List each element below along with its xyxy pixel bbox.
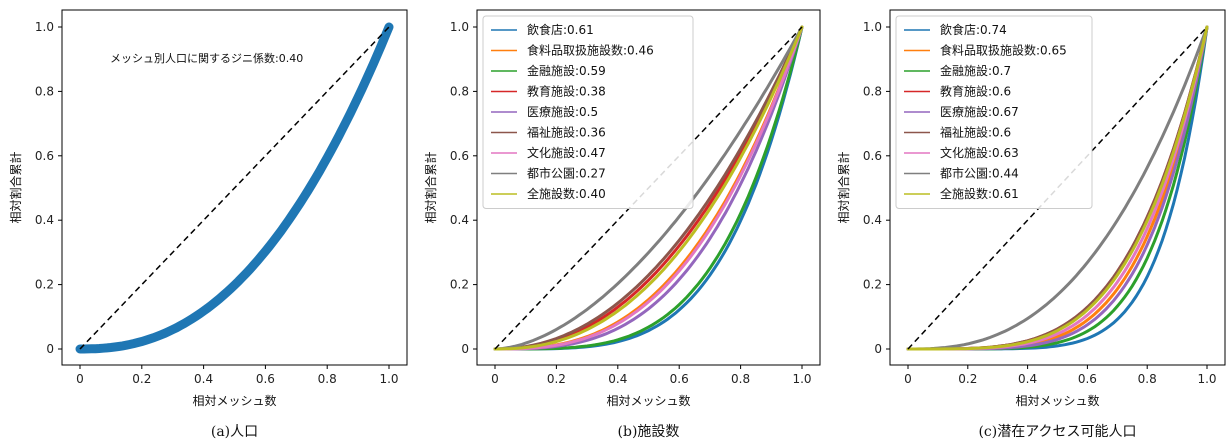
x-axis-label: 相対メッシュ数	[1015, 393, 1099, 408]
legend-label-3: 教育施設:0.38	[527, 84, 606, 99]
y-tick-label: 0.4	[863, 213, 882, 227]
legend-label-2: 金融施設:0.7	[940, 63, 1011, 78]
panel-caption: (a)人口	[211, 424, 258, 440]
y-axis-label: 相対割合累計	[8, 151, 23, 223]
x-tick-label: 1.0	[379, 372, 398, 386]
legend-label-2: 金融施設:0.59	[527, 63, 606, 78]
y-tick-label: 0.2	[35, 278, 54, 292]
legend-label-4: 医療施設:0.67	[940, 104, 1019, 119]
legend-label-4: 医療施設:0.5	[527, 104, 598, 119]
equality-line	[79, 26, 390, 350]
y-tick-label: 1.0	[863, 20, 882, 34]
series-line-5	[493, 25, 804, 351]
legend-label-6: 文化施設:0.63	[940, 145, 1019, 160]
x-tick-label: 0.8	[731, 372, 750, 386]
panel-caption: (b)施設数	[618, 424, 680, 440]
series-line-8	[493, 25, 804, 351]
y-axis-label: 相対割合累計	[423, 151, 438, 223]
x-tick-label: 1.0	[792, 372, 811, 386]
axes-frame	[61, 9, 408, 366]
legend-label-6: 文化施設:0.47	[527, 145, 606, 160]
x-axis-label: 相対メッシュ数	[192, 393, 276, 408]
x-tick-label: 0.2	[547, 372, 566, 386]
legend-label-5: 福祉施設:0.36	[527, 125, 606, 140]
legend: 飲食店:0.61 食料品取扱施設数:0.46 金融施設:0.59 教育施設:0.38 医…	[482, 15, 694, 209]
x-axis-label: 相対メッシュ数	[606, 393, 690, 408]
chart-panel-1: 0 0 0.2 0.2 0.4 0.4 0.6 0.6 0.8 0.8 1.0 1.0 相対メッシュ数 相…	[423, 9, 821, 440]
y-tick-label: 0	[46, 342, 54, 356]
equality-line	[907, 26, 1208, 350]
x-tick-label: 0.2	[132, 372, 151, 386]
y-tick-label: 0	[874, 342, 882, 356]
legend-label-0: 飲食店:0.61	[527, 22, 594, 37]
x-tick-label: 0	[76, 372, 84, 386]
legend-label-8: 全施設数:0.61	[940, 186, 1019, 201]
legend-label-0: 飲食店:0.74	[940, 22, 1007, 37]
x-tick-label: 0	[491, 372, 499, 386]
legend-label-5: 福祉施設:0.6	[940, 125, 1011, 140]
x-tick-label: 0.4	[194, 372, 213, 386]
x-tick-label: 0.4	[1018, 372, 1037, 386]
x-tick-label: 0.6	[670, 372, 689, 386]
panel-caption: (c)潜在アクセス可能人口	[978, 424, 1136, 440]
y-tick-label: 0.8	[35, 84, 54, 98]
y-tick-label: 1.0	[450, 20, 469, 34]
y-tick-label: 0.4	[450, 213, 469, 227]
legend-label-8: 全施設数:0.40	[527, 186, 606, 201]
legend-box	[482, 15, 694, 209]
y-tick-label: 0.4	[35, 213, 54, 227]
y-axis-label: 相対割合累計	[836, 151, 851, 223]
series-line-7	[493, 25, 804, 351]
chart-panel-2: 0 0 0.2 0.2 0.4 0.4 0.6 0.6 0.8 0.8 1.0 1.0 相対メッシュ数 相…	[836, 9, 1226, 440]
x-tick-label: 0	[904, 372, 912, 386]
gini-annotation: メッシュ別人口に関するジニ係数:0.40	[110, 52, 303, 65]
legend-label-1: 食料品取扱施設数:0.46	[527, 43, 654, 58]
legend-label-1: 食料品取扱施設数:0.65	[940, 43, 1067, 58]
x-tick-label: 0.2	[958, 372, 977, 386]
y-tick-label: 0.2	[450, 278, 469, 292]
y-tick-label: 0.8	[450, 84, 469, 98]
y-tick-label: 0.2	[863, 278, 882, 292]
x-tick-label: 0.8	[318, 372, 337, 386]
legend: 飲食店:0.74 食料品取扱施設数:0.65 金融施設:0.7 教育施設:0.6 医療施…	[895, 15, 1093, 209]
legend-box	[895, 15, 1093, 209]
legend-label-7: 都市公園:0.44	[940, 166, 1019, 181]
chart-panel-0: 0 0 0.2 0.2 0.4 0.4 0.6 0.6 0.8 0.8 1.0 1.0 相対メッシュ数 相…	[8, 9, 408, 440]
legend-label-3: 教育施設:0.6	[940, 84, 1011, 99]
series-line-8	[906, 25, 1209, 351]
legend-label-7: 都市公園:0.27	[527, 166, 606, 181]
series-line-0	[75, 22, 394, 354]
x-tick-label: 0.6	[1078, 372, 1097, 386]
y-tick-label: 0	[461, 342, 469, 356]
x-tick-label: 0.8	[1138, 372, 1157, 386]
axes-frame	[476, 9, 821, 366]
x-tick-label: 1.0	[1197, 372, 1216, 386]
series-line-6	[493, 25, 804, 351]
y-tick-label: 1.0	[35, 20, 54, 34]
y-tick-label: 0.6	[863, 149, 882, 163]
series-line-7	[906, 25, 1209, 351]
x-tick-label: 0.4	[608, 372, 627, 386]
y-tick-label: 0.6	[35, 149, 54, 163]
y-tick-label: 0.6	[450, 149, 469, 163]
axes-frame	[889, 9, 1226, 366]
y-tick-label: 0.8	[863, 84, 882, 98]
x-tick-label: 0.6	[256, 372, 275, 386]
